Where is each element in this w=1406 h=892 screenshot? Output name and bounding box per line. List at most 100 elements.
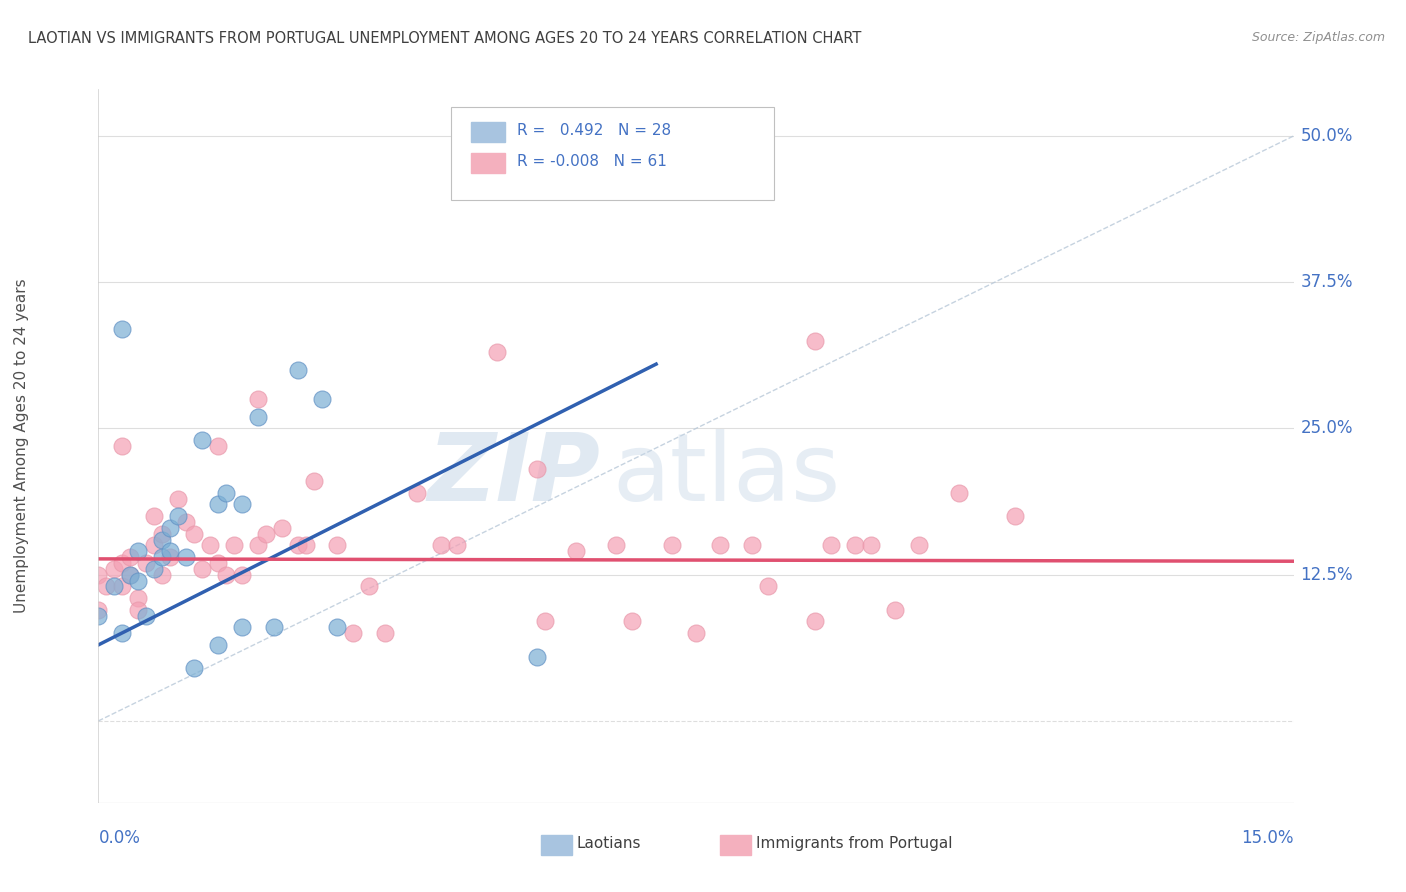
Text: 25.0%: 25.0% <box>1301 419 1353 437</box>
Point <box>526 462 548 476</box>
Point <box>87 603 110 617</box>
Point <box>263 620 285 634</box>
Text: Immigrants from Portugal: Immigrants from Portugal <box>756 837 953 851</box>
Point <box>756 579 779 593</box>
Text: atlas: atlas <box>612 428 841 521</box>
Point <box>246 392 269 407</box>
Point <box>820 538 842 552</box>
Point <box>231 567 253 582</box>
Point <box>231 498 253 512</box>
Text: 15.0%: 15.0% <box>1241 830 1294 847</box>
Text: LAOTIAN VS IMMIGRANTS FROM PORTUGAL UNEMPLOYMENT AMONG AGES 20 TO 24 YEARS CORRE: LAOTIAN VS IMMIGRANTS FROM PORTUGAL UNEM… <box>28 31 862 46</box>
Point <box>111 322 134 336</box>
Point <box>127 603 149 617</box>
Point <box>287 363 309 377</box>
Point <box>111 579 134 593</box>
Point <box>741 538 763 552</box>
Point <box>1004 509 1026 524</box>
Point <box>183 661 205 675</box>
Point <box>96 579 118 593</box>
Point <box>326 620 349 634</box>
Point <box>135 556 157 570</box>
Point <box>174 550 197 565</box>
Point <box>311 392 333 407</box>
Point <box>167 509 190 524</box>
Text: R =   0.492   N = 28: R = 0.492 N = 28 <box>517 123 671 138</box>
Point <box>143 538 166 552</box>
Text: Laotians: Laotians <box>576 837 641 851</box>
Point <box>844 538 866 552</box>
Point <box>159 550 181 565</box>
Point <box>215 567 238 582</box>
Point <box>804 334 827 348</box>
Point <box>167 491 190 506</box>
Point <box>207 439 229 453</box>
Point <box>103 562 125 576</box>
Point <box>150 526 173 541</box>
Point <box>207 498 229 512</box>
Point <box>222 538 245 552</box>
Point <box>709 538 731 552</box>
Point <box>103 579 125 593</box>
Point <box>87 567 110 582</box>
Point <box>159 521 181 535</box>
Text: Unemployment Among Ages 20 to 24 years: Unemployment Among Ages 20 to 24 years <box>14 278 28 614</box>
FancyBboxPatch shape <box>471 122 505 142</box>
Point <box>120 550 142 565</box>
Point <box>191 562 214 576</box>
Point <box>254 526 277 541</box>
Point <box>120 567 142 582</box>
Point <box>191 433 214 447</box>
Point <box>294 538 316 552</box>
Point <box>374 626 396 640</box>
Point <box>231 620 253 634</box>
Point <box>661 538 683 552</box>
Point <box>342 626 364 640</box>
Point <box>621 615 644 629</box>
Point <box>111 556 134 570</box>
Point <box>127 591 149 605</box>
Point <box>198 538 221 552</box>
Point <box>406 485 429 500</box>
Point <box>860 538 883 552</box>
Point <box>135 608 157 623</box>
Point <box>159 544 181 558</box>
Point <box>326 538 349 552</box>
Point <box>685 626 707 640</box>
Point <box>127 574 149 588</box>
Text: Source: ZipAtlas.com: Source: ZipAtlas.com <box>1251 31 1385 45</box>
Point <box>207 638 229 652</box>
Point <box>150 567 173 582</box>
Point <box>120 567 142 582</box>
Point <box>111 439 134 453</box>
Point <box>485 345 508 359</box>
Point <box>908 538 931 552</box>
Point <box>533 615 555 629</box>
Text: 37.5%: 37.5% <box>1301 273 1353 291</box>
Point <box>215 485 238 500</box>
Point <box>183 526 205 541</box>
FancyBboxPatch shape <box>451 107 773 200</box>
Point <box>446 538 468 552</box>
Text: 0.0%: 0.0% <box>98 830 141 847</box>
Point <box>246 538 269 552</box>
Point <box>804 615 827 629</box>
Point <box>174 515 197 529</box>
Text: 50.0%: 50.0% <box>1301 127 1353 145</box>
Point <box>948 485 970 500</box>
Point <box>150 550 173 565</box>
Point <box>359 579 381 593</box>
Point <box>605 538 627 552</box>
Point <box>270 521 292 535</box>
Point <box>246 409 269 424</box>
Point <box>430 538 453 552</box>
Point <box>143 562 166 576</box>
Point <box>150 533 173 547</box>
Point <box>526 649 548 664</box>
FancyBboxPatch shape <box>471 153 505 173</box>
Point <box>127 544 149 558</box>
Point <box>302 474 325 488</box>
Point <box>287 538 309 552</box>
Text: 12.5%: 12.5% <box>1301 566 1353 583</box>
Point <box>565 544 588 558</box>
